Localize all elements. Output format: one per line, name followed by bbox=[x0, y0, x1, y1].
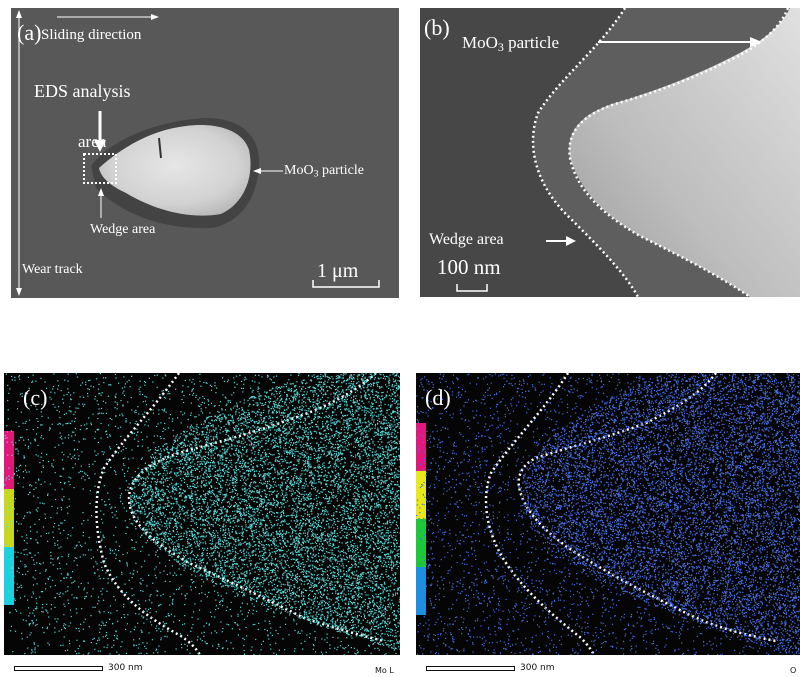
wear-track-label: Wear track bbox=[22, 263, 83, 277]
mo-map-image bbox=[4, 373, 400, 655]
panel-a-tag: (a) bbox=[17, 22, 41, 44]
o-map-image bbox=[416, 373, 800, 655]
wedge-area-label-a: Wedge area bbox=[90, 223, 155, 237]
wedge-area-label-b: Wedge area bbox=[429, 232, 504, 248]
eds-analysis-box bbox=[83, 153, 117, 184]
color-scale-yellow bbox=[4, 489, 14, 547]
moo3-particle-shape-b bbox=[569, 8, 800, 297]
eds-area-label: area bbox=[78, 133, 106, 150]
scale-bar-d bbox=[426, 666, 515, 671]
scale-bar-c bbox=[14, 666, 103, 671]
color-scale-cyan bbox=[4, 547, 14, 605]
sem-image-b bbox=[456, 8, 800, 297]
color-scale-green-d bbox=[416, 519, 426, 567]
sem-image-a bbox=[16, 10, 380, 296]
color-scale-blue-d bbox=[416, 567, 426, 615]
sem-panel-b: (b) MoO3 particle Wedge area 100 nm bbox=[420, 8, 800, 297]
channel-label-o: O bbox=[790, 667, 796, 675]
sem-panel-a: (a) Sliding direction EDS analysis area … bbox=[11, 8, 399, 298]
scale-label-b: 100 nm bbox=[437, 257, 501, 278]
panel-b-tag: (b) bbox=[424, 17, 450, 39]
panel-d-tag: (d) bbox=[425, 387, 451, 409]
moo3-particle-label-b: MoO3 particle bbox=[462, 34, 559, 53]
sliding-direction-label: Sliding direction bbox=[41, 28, 141, 43]
color-scale-magenta-d bbox=[416, 423, 426, 471]
scale-label-a: 1 μm bbox=[317, 261, 358, 281]
moo3-particle-shape bbox=[99, 125, 251, 216]
channel-label-mo: Mo L bbox=[375, 667, 394, 675]
eds-map-mo: (c) bbox=[4, 373, 400, 655]
eds-analysis-label: EDS analysis bbox=[34, 82, 131, 100]
scale-label-d: 300 nm bbox=[520, 664, 555, 673]
color-scale-yellow-d bbox=[416, 471, 426, 519]
scale-label-c: 300 nm bbox=[108, 664, 143, 673]
moo3-particle-label-a: MoO3 particle bbox=[284, 164, 364, 179]
color-scale-magenta bbox=[4, 431, 14, 489]
panel-c-tag: (c) bbox=[23, 387, 47, 409]
eds-map-o: (d) bbox=[416, 373, 800, 655]
